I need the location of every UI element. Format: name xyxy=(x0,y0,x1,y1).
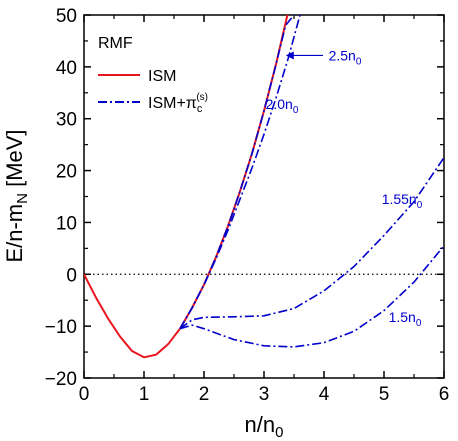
annotation-2: 1.55n0 xyxy=(382,191,423,211)
y-axis-title-sub: N xyxy=(14,193,31,204)
y-tick-label-5: 30 xyxy=(56,110,77,131)
annotation-0-main: 2.5n xyxy=(329,47,356,63)
y-tick-label-1: −10 xyxy=(45,317,77,338)
x-tick-label-6: 6 xyxy=(439,384,450,405)
y-axis-title-suffix: [MeV] xyxy=(2,129,27,193)
annotation-3-sub: 0 xyxy=(416,318,422,329)
series-line-1 xyxy=(179,15,301,330)
y-tick-label-7: 50 xyxy=(56,6,77,27)
annotation-1-sub: 0 xyxy=(293,105,299,116)
annotation-0-sub: 0 xyxy=(356,56,362,67)
annotation-3-main: 1.5n xyxy=(389,309,416,325)
x-tick-label-2: 2 xyxy=(199,384,210,405)
y-tick-label-2: 0 xyxy=(66,265,77,286)
legend-label-pion-sup: (s) xyxy=(196,92,208,103)
x-axis-title-main: n/n xyxy=(245,412,276,437)
annotation-0: 2.5n0 xyxy=(329,47,362,67)
x-tick-label-5: 5 xyxy=(379,384,390,405)
y-tick-label-4: 20 xyxy=(56,162,77,183)
x-tick-label-4: 4 xyxy=(319,384,330,405)
annotation-1-main: 2.0n xyxy=(266,96,293,112)
legend: ISM ISM+πc(s) xyxy=(98,68,208,115)
y-tick-label-3: 10 xyxy=(56,213,77,234)
series-line-4 xyxy=(179,245,444,348)
legend-label-ism: ISM xyxy=(148,68,176,85)
x-tick-label-3: 3 xyxy=(259,384,270,405)
legend-label-pion-main: ISM+π xyxy=(148,95,197,112)
annotation-2-sub: 0 xyxy=(417,200,423,211)
x-tick-label-1: 1 xyxy=(139,384,150,405)
y-tick-label-0: −20 xyxy=(45,369,77,390)
y-tick-label-6: 40 xyxy=(56,58,77,79)
y-axis-title-main: E/n-m xyxy=(2,204,27,263)
annotation-1: 2.0n0 xyxy=(266,96,299,116)
series-group xyxy=(84,15,444,359)
legend-label-pion-sub: c xyxy=(197,103,203,115)
annotation-3: 1.5n0 xyxy=(389,309,422,329)
series-line-2 xyxy=(179,15,295,330)
axis-tick-labels: 0 1 2 3 4 5 6 −20 −10 0 10 20 30 40 50 xyxy=(45,6,450,405)
y-axis-title: E/n-mN [MeV] xyxy=(2,129,31,262)
x-tick-label-0: 0 xyxy=(79,384,90,405)
x-axis-title-sub: 0 xyxy=(275,424,283,441)
annotation-2-main: 1.55n xyxy=(382,191,417,207)
x-axis-title: n/n0 xyxy=(245,412,284,441)
series-line-3 xyxy=(179,157,444,330)
series-line-0 xyxy=(84,15,289,359)
legend-label-pion: ISM+πc(s) xyxy=(148,92,208,115)
model-label: RMF xyxy=(98,35,133,52)
